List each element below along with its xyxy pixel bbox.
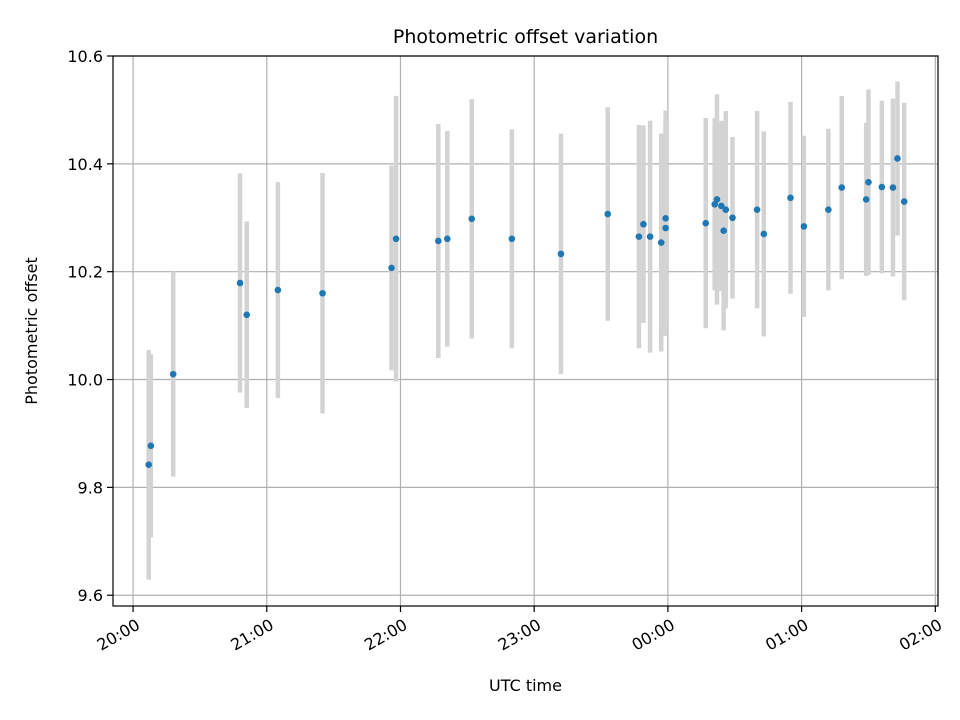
data-point	[274, 286, 282, 294]
x-tick-label: 00:00	[628, 615, 677, 655]
data-point	[889, 184, 897, 191]
data-point	[702, 219, 710, 227]
data-point	[435, 237, 442, 245]
data-point	[862, 196, 870, 203]
data-point	[508, 235, 516, 243]
y-tick-label: 9.8	[78, 478, 103, 497]
y-tick-label: 10.2	[67, 263, 103, 282]
x-tick-label: 23:00	[495, 615, 544, 655]
data-points	[145, 155, 908, 469]
x-axis-label: UTC time	[489, 676, 562, 695]
data-point	[662, 215, 669, 222]
y-tick-label: 10.4	[67, 155, 103, 174]
data-point	[443, 235, 451, 243]
data-point	[392, 235, 400, 243]
data-point	[243, 311, 251, 319]
data-point	[662, 224, 669, 232]
x-axis-ticks: 20:00 21:00 22:00 23:00 00:00 01:00 02:00	[94, 606, 945, 655]
data-point	[729, 214, 736, 222]
x-tick-label: 22:00	[361, 615, 410, 655]
grid-lines	[113, 55, 938, 606]
x-tick-label: 01:00	[762, 615, 811, 655]
data-point	[865, 178, 872, 186]
chart-title: Photometric offset variation	[393, 26, 658, 48]
data-point	[557, 250, 565, 258]
plot-frame	[112, 55, 939, 607]
data-point	[169, 370, 177, 378]
y-tick-label: 10.0	[67, 371, 103, 390]
data-point	[236, 279, 244, 287]
data-point	[718, 202, 725, 210]
data-point	[145, 461, 153, 469]
y-tick-label: 10.6	[67, 47, 103, 66]
data-point	[388, 264, 395, 272]
x-tick-label: 02:00	[896, 615, 945, 655]
x-tick-label: 21:00	[227, 615, 276, 655]
data-point	[787, 194, 794, 202]
data-point	[640, 220, 647, 228]
data-point	[635, 233, 643, 240]
data-point	[604, 210, 612, 218]
data-point	[900, 198, 908, 205]
data-point	[800, 223, 808, 230]
y-axis-label: Photometric offset	[22, 257, 41, 405]
data-point	[825, 206, 832, 213]
data-point	[838, 184, 846, 191]
x-tick-label: 20:00	[94, 615, 143, 655]
data-point	[657, 239, 665, 246]
data-point	[753, 206, 761, 213]
data-point	[319, 289, 326, 297]
data-point	[468, 215, 476, 223]
data-point	[878, 183, 886, 191]
error-bars	[146, 81, 907, 580]
y-tick-label: 9.6	[78, 586, 103, 605]
data-point	[722, 206, 730, 213]
data-point	[713, 196, 721, 203]
data-point	[894, 155, 901, 162]
y-axis-ticks: 9.6 9.8 10.0 10.2 10.4 10.6	[67, 47, 113, 605]
data-point	[760, 230, 768, 238]
data-point	[720, 227, 727, 235]
data-point	[147, 442, 155, 450]
data-point	[646, 233, 654, 240]
